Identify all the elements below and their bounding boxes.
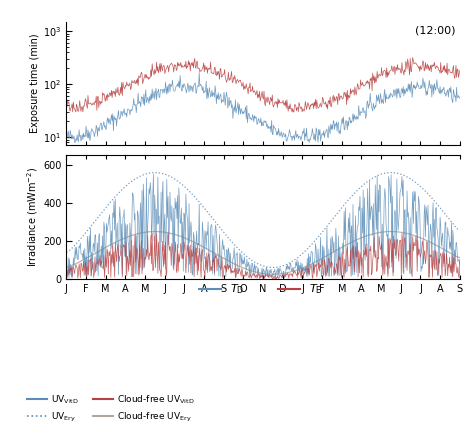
Legend: $T_\mathrm{D}$, $T_\mathrm{E}$: $T_\mathrm{D}$, $T_\mathrm{E}$	[195, 278, 327, 301]
Y-axis label: Irradiance (mWm$^{-2}$): Irradiance (mWm$^{-2}$)	[26, 167, 40, 267]
Text: (12:00): (12:00)	[415, 26, 456, 35]
Y-axis label: Exposure time (min): Exposure time (min)	[30, 34, 40, 133]
Legend: UV$_\mathrm{VitD}$, UV$_\mathrm{Ery}$, Cloud-free UV$_\mathrm{VitD}$, Cloud-free: UV$_\mathrm{VitD}$, UV$_\mathrm{Ery}$, C…	[24, 390, 199, 427]
